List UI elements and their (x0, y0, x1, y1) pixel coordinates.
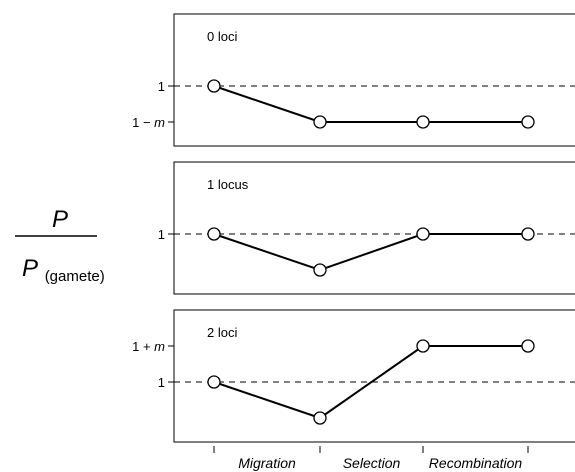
y-label-denominator-subscript: (gamete) (45, 268, 105, 285)
data-point (521, 339, 535, 353)
panel-frame (173, 161, 575, 295)
panel-frame (173, 13, 575, 147)
x-category-label: Selection (343, 455, 401, 471)
panel-label: 1 locus (207, 177, 249, 192)
panels: 0 loci 1 1 − m 1 locus 1 2 loci 1 + m 1 (132, 13, 575, 443)
series-line (213, 233, 528, 272)
data-point (207, 227, 221, 241)
series-line (213, 345, 528, 420)
data-point (521, 115, 535, 129)
y-label-denominator: P (gamete) (22, 255, 105, 285)
panel-1: 0 loci 1 1 − m (132, 13, 575, 147)
panel-3: 2 loci 1 + m 1 (132, 309, 575, 443)
y-axis-label: P P (gamete) (15, 206, 105, 285)
x-axis: Migration Selection Recombination (213, 446, 529, 471)
panel-2: 1 locus 1 (158, 161, 575, 295)
y-tick-label: 1 + m (132, 339, 165, 354)
panel-label: 2 loci (207, 325, 237, 340)
data-point (207, 79, 221, 93)
data-point (207, 375, 221, 389)
y-tick-label: 1 − m (132, 115, 165, 130)
y-label-denominator-base: P (22, 255, 38, 282)
data-point (313, 411, 327, 425)
x-category-label: Recombination (429, 455, 523, 471)
data-point (416, 339, 430, 353)
y-tick-label-variable: m (154, 115, 165, 130)
panel-frame (173, 309, 575, 443)
y-tick-label: 1 (158, 227, 165, 242)
x-category-label: Migration (238, 455, 296, 471)
y-tick-label-variable: m (154, 339, 165, 354)
y-label-numerator: P (52, 206, 68, 233)
data-point (416, 227, 430, 241)
y-tick-label: 1 (158, 375, 165, 390)
data-point (416, 115, 430, 129)
y-tick-label: 1 (158, 79, 165, 94)
data-point (313, 263, 327, 277)
panel-label: 0 loci (207, 29, 237, 44)
y-tick-label-base: 1 − (132, 115, 154, 130)
data-point (521, 227, 535, 241)
y-tick-label-base: 1 + (132, 339, 154, 354)
data-point (313, 115, 327, 129)
series-line (213, 85, 528, 123)
